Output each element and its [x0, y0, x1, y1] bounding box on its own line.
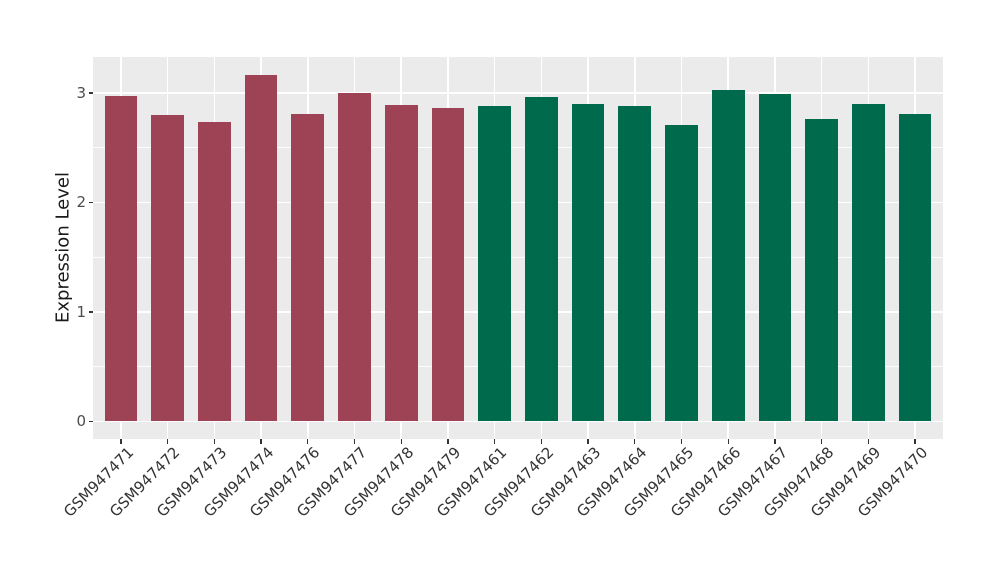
x-tick-mark [400, 439, 402, 444]
x-tick-mark [493, 439, 496, 444]
h-gridline-major [93, 201, 943, 204]
bar-GSM947478 [384, 105, 418, 422]
x-tick-mark [820, 439, 823, 444]
x-tick-mark [587, 439, 589, 444]
bar-GSM947472 [151, 115, 185, 422]
bar-GSM947469 [851, 104, 885, 422]
bar-GSM947461 [478, 106, 511, 422]
bar-GSM947465 [665, 124, 698, 422]
x-tick-mark [120, 439, 122, 444]
x-tick-mark [680, 439, 683, 444]
bar-GSM947476 [291, 113, 325, 422]
y-tick-label: 0 [76, 411, 86, 430]
x-tick-mark [307, 439, 309, 444]
y-tick-mark [88, 92, 93, 94]
x-tick-mark [447, 439, 449, 444]
h-gridline-minor [93, 147, 943, 149]
bar-GSM947464 [618, 106, 652, 422]
x-tick-mark [213, 439, 216, 444]
bar-GSM947473 [198, 121, 231, 422]
y-tick-mark [88, 311, 93, 313]
x-tick-mark [727, 439, 729, 444]
bar-GSM947477 [338, 93, 371, 422]
x-tick-mark [914, 439, 916, 444]
bar-GSM947467 [758, 94, 792, 422]
bar-GSM947468 [805, 119, 838, 422]
x-tick-mark [540, 439, 542, 444]
y-tick-label: 1 [76, 302, 86, 321]
x-tick-mark [353, 439, 356, 444]
bar-GSM947463 [571, 104, 605, 422]
h-gridline-minor [93, 256, 943, 258]
bar-GSM947466 [711, 89, 745, 422]
y-tick-mark [88, 420, 93, 423]
h-gridline-major [93, 311, 943, 313]
h-gridline-major [93, 92, 943, 94]
x-tick-mark [774, 439, 776, 444]
bar-GSM947470 [898, 113, 932, 422]
y-tick-mark [88, 201, 93, 204]
h-gridline-minor [93, 366, 943, 368]
bar-GSM947479 [431, 108, 465, 422]
bar-GSM947462 [525, 97, 558, 422]
y-tick-label: 3 [76, 83, 86, 102]
x-tick-mark [167, 439, 169, 444]
x-tick-mark [634, 439, 636, 444]
plot-panel [93, 57, 943, 439]
y-axis-title: Expression Level [52, 172, 74, 323]
h-gridline-major [93, 420, 943, 423]
bar-GSM947474 [244, 74, 278, 422]
x-tick-mark [867, 439, 869, 444]
x-tick-mark [260, 439, 262, 444]
bar-GSM947471 [104, 96, 138, 422]
y-tick-label: 2 [76, 193, 86, 212]
